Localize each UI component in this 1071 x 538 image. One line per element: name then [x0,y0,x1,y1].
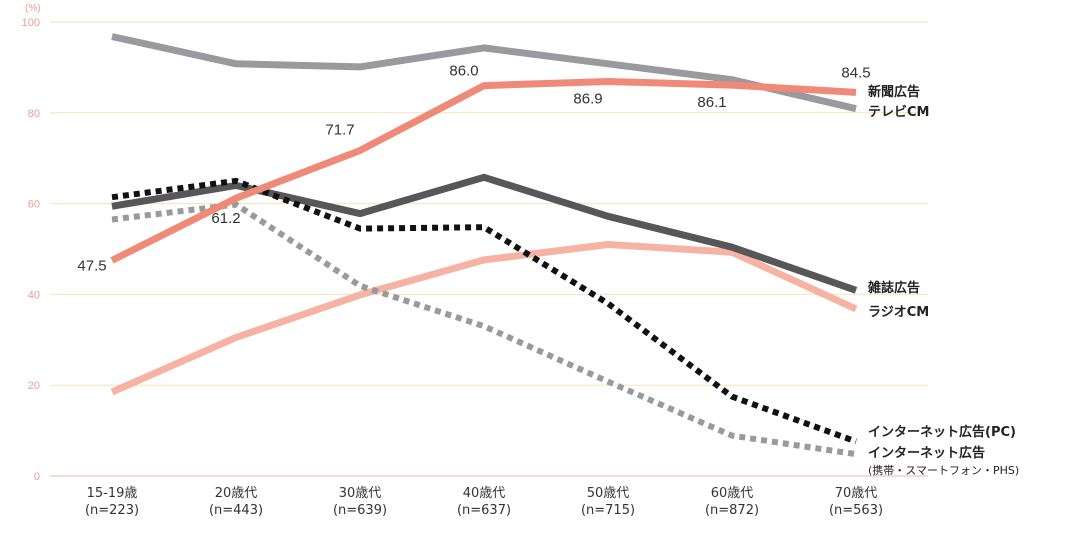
y-tick-label: 0 [34,471,40,483]
series-label-net-pc: インターネット広告(PC) [868,424,1016,440]
series-line-4 [111,177,858,445]
x-tick-sample-size: (n=563) [829,503,883,518]
x-tick-label: 30歳代 [339,486,382,501]
x-tick-sample-size: (n=872) [705,503,759,518]
series-label-net-mobile: インターネット広告 [868,445,985,461]
data-label: 71.7 [325,121,354,138]
grid-lines [50,21,928,477]
series-lines [110,33,858,458]
data-labels: 47.5 61.2 71.7 86.0 86.9 86.1 84.5 [77,63,870,275]
data-label: 86.1 [697,94,726,111]
x-axis: 15-19歳 (n=223) 20歳代 (n=443) 30歳代 (n=639) 40歳代 (… [85,486,883,518]
series-label-tv: テレビCM [868,104,929,120]
y-tick-label: 20 [28,380,40,392]
y-axis: 0 20 40 60 80 100 [22,17,40,483]
data-label: 86.0 [449,63,478,80]
series-labels: 新聞広告 テレビCM 雑誌広告 ラジオCM インターネット広告(PC) インター… [867,84,1019,477]
x-tick-label: 60歳代 [711,486,754,501]
x-tick-sample-size: (n=639) [333,503,387,518]
x-tick-label: 40歳代 [463,486,506,501]
data-label: 47.5 [77,257,106,274]
series-label-radio: ラジオCM [868,305,929,320]
series-line-2 [111,173,858,294]
data-label: 61.2 [211,210,240,227]
series-label-shinbun: 新聞広告 [868,84,920,100]
x-tick-label: 20歳代 [215,486,258,501]
x-tick-sample-size: (n=637) [457,503,511,518]
y-tick-label: 40 [28,289,40,301]
series-label-net-mobile-sub: (携帯・スマートフォン・PHS) [868,463,1019,477]
series-line-0 [111,33,857,113]
x-tick-label: 70歳代 [835,486,878,501]
x-tick-label: 15-19歳 [87,486,138,501]
x-tick-sample-size: (n=715) [581,503,635,518]
x-tick-label: 50歳代 [587,486,630,501]
data-label: 86.9 [573,90,602,107]
y-tick-label: 60 [28,199,40,211]
series-line-5 [110,78,857,264]
series-label-zasshi: 雑誌広告 [867,280,920,296]
series-line-3 [111,201,857,458]
x-tick-sample-size: (n=223) [85,503,139,518]
series-line-1 [110,241,858,396]
data-label: 84.5 [841,64,870,81]
y-tick-label: 80 [28,108,40,120]
x-tick-sample-size: (n=443) [209,503,263,518]
y-tick-label: 100 [22,17,40,29]
y-unit-label: (%) [25,3,41,14]
